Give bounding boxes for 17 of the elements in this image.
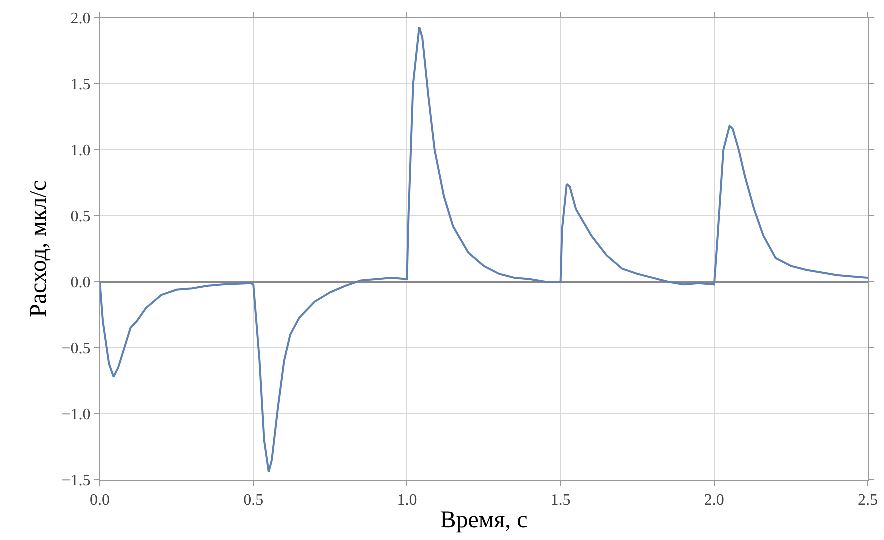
y-tick-label: −0.5 xyxy=(62,340,91,358)
line-series xyxy=(100,26,868,474)
y-tick-label: 1.0 xyxy=(70,142,91,160)
x-tick-label: 0.0 xyxy=(90,492,110,510)
y-tick-label: −1.5 xyxy=(62,472,91,490)
y-tick-label: 0.0 xyxy=(70,274,91,292)
x-tick-label: 0.5 xyxy=(244,492,264,510)
y-tick-label: 0.5 xyxy=(70,208,91,226)
x-tick-label: 2.5 xyxy=(858,492,878,510)
x-tick-label: 1.0 xyxy=(397,492,418,510)
x-axis-title: Время, с xyxy=(440,508,528,534)
x-tick-label: 2.0 xyxy=(704,492,724,510)
x-tick-label: 1.5 xyxy=(550,492,571,510)
y-axis-title: Расход, мкл/с xyxy=(26,180,52,318)
y-tick-label: 2.0 xyxy=(70,10,91,28)
y-tick-label: −1.0 xyxy=(62,406,91,424)
y-tick-label: 1.5 xyxy=(70,76,91,94)
